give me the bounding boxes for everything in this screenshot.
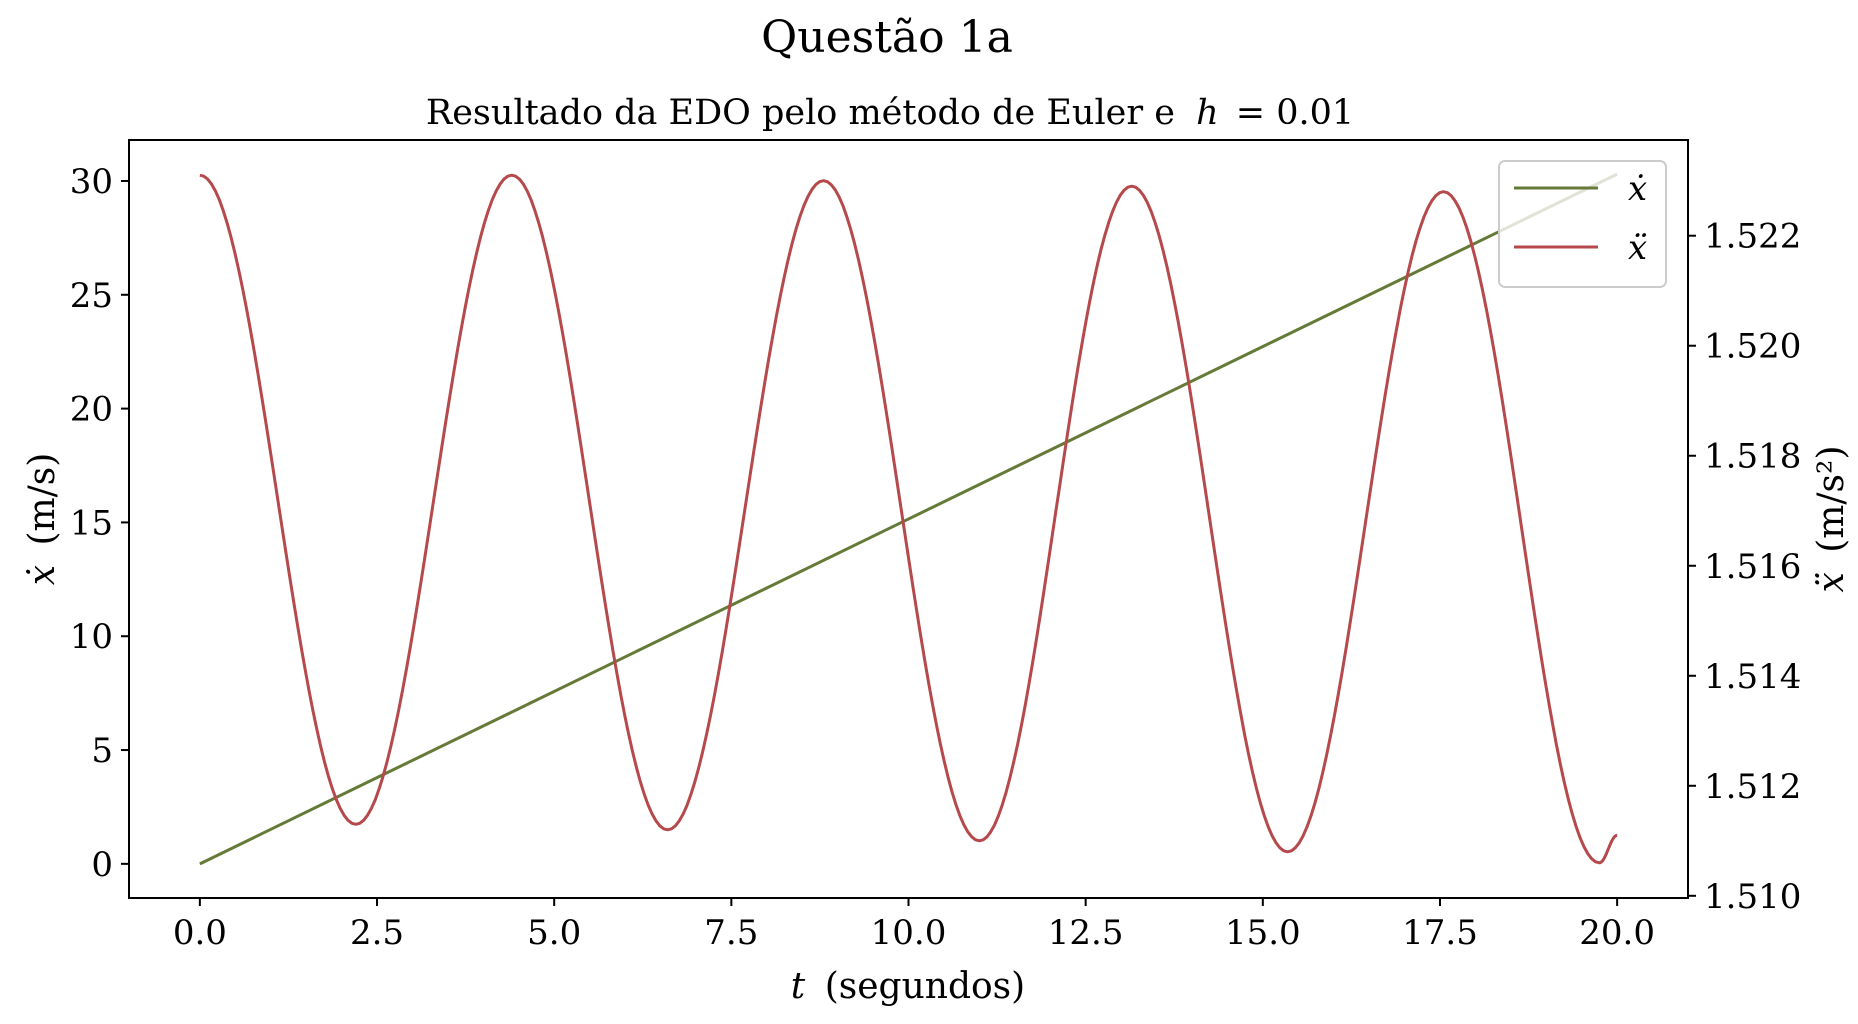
x-tick-label: 17.5 — [1402, 913, 1478, 953]
x-axis-ticks: 0.0 2.5 5.0 7.5 10.0 12.5 15.0 17.5 20.0 — [173, 898, 1655, 953]
y-left-tick-label: 20 — [70, 390, 113, 430]
y-right-tick-label: 1.514 — [1704, 657, 1801, 697]
legend-label-x-ddot: ẍ — [1628, 228, 1647, 268]
x-tick-label: 20.0 — [1579, 913, 1655, 953]
y-left-axis-unit: (m/s) — [22, 453, 63, 546]
x-axis-label: t (segundos) — [791, 966, 1025, 1007]
y-left-tick-label: 5 — [91, 731, 113, 771]
legend-label-x-dot: ẋ — [1628, 169, 1647, 209]
series-line-x-dot — [199, 172, 1618, 866]
chart-subtitle: Resultado da EDO pelo método de Euler e … — [426, 93, 1354, 133]
subtitle-text: Resultado da EDO pelo método de Euler e — [426, 93, 1175, 133]
legend-box — [1498, 160, 1667, 288]
legend: ẋ ẍ — [1498, 160, 1667, 288]
series-layer — [199, 172, 1619, 866]
x-tick-label: 5.0 — [527, 913, 581, 953]
series-line-x-ddot — [199, 173, 1619, 865]
y-right-axis-label: ẍ (m/s²) — [1811, 445, 1852, 592]
y-right-axis-ticks: 1.510 1.512 1.514 1.516 1.518 1.520 1.522 — [1688, 217, 1801, 917]
y-right-tick-label: 1.510 — [1704, 877, 1801, 917]
y-right-tick-label: 1.518 — [1704, 437, 1801, 477]
subtitle-var: h — [1196, 93, 1219, 133]
figure-suptitle: Questão 1a — [761, 12, 1013, 63]
y-left-axis-label: ẋ (m/s) — [22, 453, 63, 586]
x-axis-var: t — [791, 966, 806, 1007]
x-tick-label: 12.5 — [1048, 913, 1124, 953]
y-right-axis-unit: (m/s²) — [1811, 445, 1852, 552]
y-left-tick-label: 0 — [91, 845, 113, 885]
y-right-tick-label: 1.516 — [1704, 547, 1801, 587]
x-axis-unit: (segundos) — [825, 966, 1025, 1007]
y-right-axis-var: ẍ — [1811, 572, 1852, 592]
y-left-axis-var: ẋ — [22, 565, 63, 585]
y-right-tick-label: 1.512 — [1704, 767, 1801, 807]
y-right-tick-label: 1.520 — [1704, 327, 1801, 367]
x-tick-label: 7.5 — [704, 913, 758, 953]
y-left-tick-label: 15 — [70, 503, 113, 543]
subtitle-eq: = 0.01 — [1236, 93, 1354, 133]
x-tick-label: 15.0 — [1225, 913, 1301, 953]
y-left-tick-label: 10 — [70, 617, 113, 657]
y-left-axis-ticks: 0 5 10 15 20 25 30 — [70, 162, 129, 885]
x-tick-label: 2.5 — [350, 913, 404, 953]
y-right-tick-label: 1.522 — [1704, 217, 1801, 257]
y-left-tick-label: 25 — [70, 276, 113, 316]
x-tick-label: 0.0 — [173, 913, 227, 953]
x-tick-label: 10.0 — [871, 913, 947, 953]
y-left-tick-label: 30 — [70, 162, 113, 202]
